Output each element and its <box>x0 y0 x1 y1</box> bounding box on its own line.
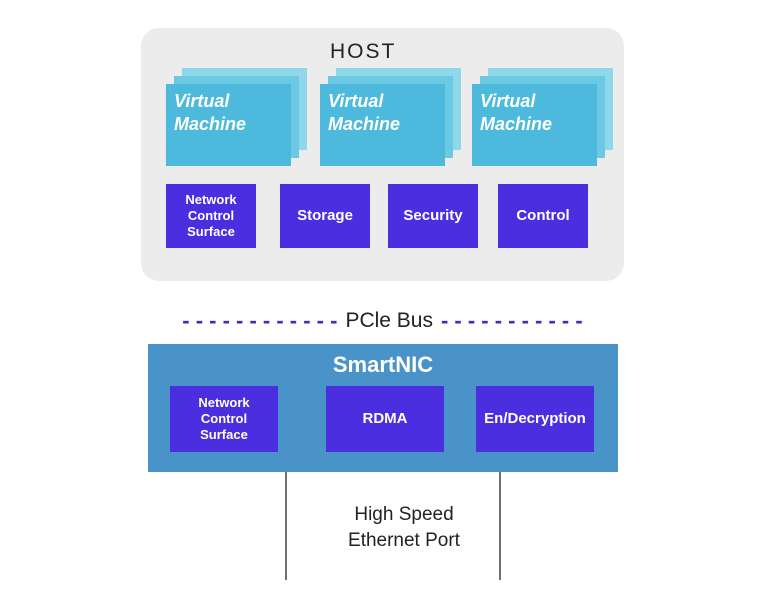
service-label-line: Control <box>516 207 569 226</box>
service-label-line: Control <box>201 411 247 427</box>
smartnic-title: SmartNIC <box>148 352 618 378</box>
service-label-line: Network <box>198 395 249 411</box>
service-label-line: Storage <box>297 207 353 226</box>
service-label-line: Security <box>403 207 462 226</box>
vm-label-line1: Virtual <box>174 90 283 113</box>
host-service-box-1: Storage <box>280 184 370 248</box>
service-label-line: Network <box>185 192 236 208</box>
vm-label-line2: Machine <box>328 113 437 136</box>
pcie-label: PCle Bus <box>337 309 441 333</box>
vm-card-front: VirtualMachine <box>166 84 291 166</box>
service-label-line: Surface <box>187 224 235 240</box>
pcie-bus-row: - - - - - - - - - - - - PCle Bus - - - -… <box>141 308 624 334</box>
vm-stack-1: VirtualMachine <box>320 68 461 166</box>
ethernet-label-line2: Ethernet Port <box>312 528 496 554</box>
pcie-dash-left: - - - - - - - - - - - - <box>182 308 337 334</box>
smartnic-service-box-0: NetworkControlSurface <box>170 386 278 452</box>
host-service-box-0: NetworkControlSurface <box>166 184 256 248</box>
host-service-box-2: Security <box>388 184 478 248</box>
vm-label-line1: Virtual <box>328 90 437 113</box>
vm-stack-2: VirtualMachine <box>472 68 613 166</box>
pcie-dash-right: - - - - - - - - - - - <box>441 308 583 334</box>
service-label-line: Surface <box>200 427 248 443</box>
ethernet-port-label: High Speed Ethernet Port <box>312 502 496 553</box>
vm-stack-0: VirtualMachine <box>166 68 307 166</box>
vm-card-front: VirtualMachine <box>320 84 445 166</box>
ethernet-label-line1: High Speed <box>312 502 496 528</box>
vm-label-line1: Virtual <box>480 90 589 113</box>
vm-card-front: VirtualMachine <box>472 84 597 166</box>
vm-label-line2: Machine <box>480 113 589 136</box>
smartnic-service-box-2: En/Decryption <box>476 386 594 452</box>
host-service-box-3: Control <box>498 184 588 248</box>
service-label-line: RDMA <box>363 410 408 429</box>
service-label-line: En/Decryption <box>484 410 586 429</box>
host-title: HOST <box>330 40 396 64</box>
vm-label-line2: Machine <box>174 113 283 136</box>
smartnic-service-box-1: RDMA <box>326 386 444 452</box>
service-label-line: Control <box>188 208 234 224</box>
